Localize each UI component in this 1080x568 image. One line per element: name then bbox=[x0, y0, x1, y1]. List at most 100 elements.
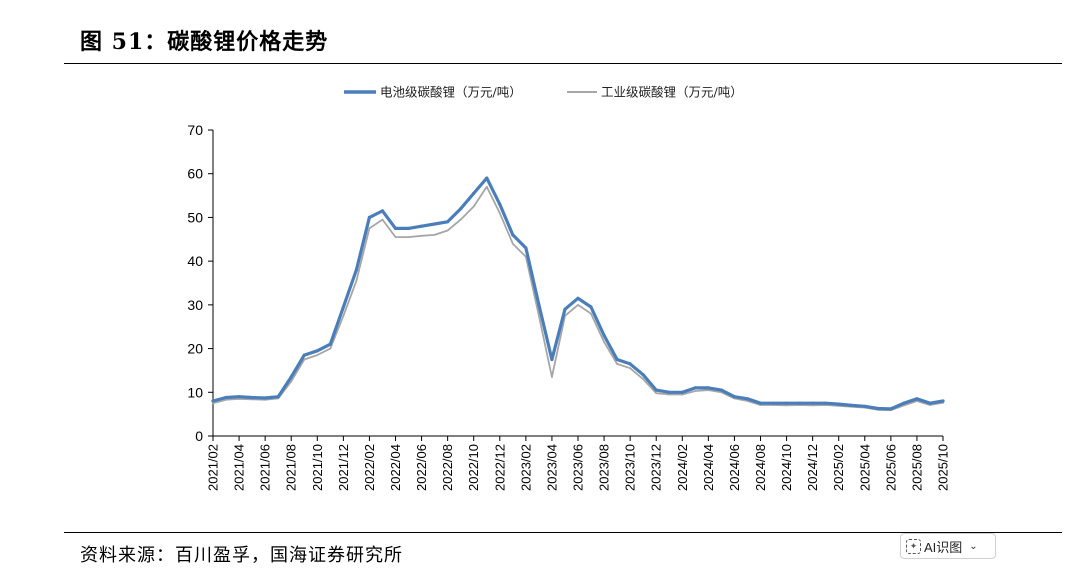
point-industrial-grade bbox=[551, 376, 553, 378]
point-battery-grade bbox=[537, 303, 541, 307]
x-tick-label: 2024/02 bbox=[675, 444, 690, 491]
point-battery-grade bbox=[915, 397, 919, 401]
x-tick-label: 2024/10 bbox=[779, 444, 794, 491]
x-tick-label: 2022/02 bbox=[362, 444, 377, 491]
point-battery-grade bbox=[824, 401, 828, 405]
point-industrial-grade bbox=[485, 185, 488, 188]
x-tick-label: 2022/08 bbox=[440, 444, 455, 491]
point-battery-grade bbox=[615, 357, 619, 362]
line-chart: 电池级碳酸锂（万元/吨） 工业级碳酸锂（万元/吨） 0 10 20 30 40 50 60 7… bbox=[187, 85, 951, 492]
legend-label-industrial: 工业级碳酸锂（万元/吨） bbox=[601, 85, 743, 100]
point-battery-grade bbox=[798, 401, 802, 405]
point-battery-grade bbox=[863, 404, 867, 408]
point-battery-grade bbox=[354, 268, 358, 272]
point-battery-grade bbox=[667, 390, 671, 394]
y-tick-label: 40 bbox=[187, 253, 203, 269]
point-battery-grade bbox=[367, 215, 371, 219]
x-tick-label: 2023/12 bbox=[649, 444, 664, 491]
point-industrial-grade bbox=[642, 378, 645, 381]
x-tick-label: 2023/04 bbox=[544, 444, 559, 491]
point-battery-grade bbox=[224, 395, 228, 400]
point-industrial-grade bbox=[590, 312, 592, 315]
point-industrial-grade bbox=[577, 304, 579, 306]
x-tick-label: 2025/02 bbox=[831, 444, 846, 491]
y-axis: 0 10 20 30 40 50 60 70 bbox=[187, 122, 214, 444]
point-battery-grade bbox=[393, 226, 398, 230]
ai-recognize-button[interactable]: ✦ AI识图 ⌄ bbox=[900, 533, 996, 559]
point-industrial-grade bbox=[668, 393, 671, 396]
point-industrial-grade bbox=[498, 212, 501, 215]
x-tick-label: 2021/04 bbox=[232, 444, 247, 491]
point-battery-grade bbox=[276, 395, 280, 399]
chevron-down-icon: ⌄ bbox=[969, 540, 978, 552]
point-battery-grade bbox=[654, 388, 658, 392]
point-industrial-grade bbox=[238, 397, 241, 400]
point-battery-grade bbox=[902, 401, 906, 405]
point-industrial-grade bbox=[472, 205, 475, 208]
point-battery-grade bbox=[511, 233, 515, 237]
point-battery-grade bbox=[876, 406, 880, 411]
point-battery-grade bbox=[250, 395, 254, 400]
point-battery-grade bbox=[485, 176, 489, 180]
point-battery-grade bbox=[563, 307, 567, 311]
point-industrial-grade bbox=[616, 363, 618, 365]
y-tick-label: 30 bbox=[187, 297, 203, 313]
x-tick-label: 2025/04 bbox=[857, 444, 872, 491]
point-battery-grade bbox=[889, 407, 893, 411]
point-industrial-grade bbox=[511, 242, 514, 245]
x-tick-label: 2024/06 bbox=[727, 444, 742, 491]
point-industrial-grade bbox=[290, 380, 293, 383]
x-tick-label: 2022/12 bbox=[492, 444, 507, 491]
x-tick-label: 2021/08 bbox=[284, 444, 299, 491]
point-battery-grade bbox=[745, 397, 750, 401]
x-tick-label: 2025/08 bbox=[909, 444, 924, 491]
chart-legend: 电池级碳酸锂（万元/吨） 工业级碳酸锂（万元/吨） bbox=[344, 85, 743, 100]
x-tick-label: 2023/02 bbox=[518, 444, 533, 491]
x-tick-label: 2023/08 bbox=[597, 444, 612, 491]
top-rule bbox=[64, 63, 1062, 64]
point-battery-grade bbox=[837, 402, 841, 406]
point-industrial-grade bbox=[538, 314, 540, 317]
ai-recognize-label: AI识图 bbox=[924, 539, 963, 555]
x-axis: 2021/02 2021/04 2021/06 2021/08 2021/10 2021/… bbox=[206, 435, 951, 491]
point-battery-grade bbox=[628, 362, 632, 366]
x-tick-label: 2024/08 bbox=[753, 444, 768, 491]
point-industrial-grade bbox=[420, 234, 423, 237]
point-industrial-grade bbox=[811, 404, 814, 407]
y-tick-label: 20 bbox=[187, 341, 203, 357]
point-battery-grade bbox=[380, 209, 385, 213]
point-industrial-grade bbox=[655, 392, 658, 395]
point-industrial-grade bbox=[394, 236, 397, 239]
x-tick-label: 2021/06 bbox=[258, 444, 273, 491]
x-tick-label: 2024/12 bbox=[805, 444, 820, 491]
x-tick-label: 2023/06 bbox=[571, 444, 586, 491]
point-battery-grade bbox=[211, 399, 215, 403]
x-tick-label: 2022/06 bbox=[414, 444, 429, 491]
point-battery-grade bbox=[732, 395, 737, 399]
x-tick-label: 2023/10 bbox=[623, 444, 638, 491]
point-battery-grade bbox=[719, 388, 724, 392]
point-battery-grade bbox=[420, 224, 424, 228]
x-tick-label: 2021/10 bbox=[310, 444, 325, 491]
bottom-rule bbox=[64, 532, 1062, 533]
point-battery-grade bbox=[928, 401, 932, 405]
point-battery-grade bbox=[524, 246, 528, 250]
point-battery-grade bbox=[811, 401, 815, 405]
y-tick-label: 60 bbox=[187, 166, 203, 182]
point-industrial-grade bbox=[381, 218, 384, 221]
y-tick-label: 50 bbox=[187, 209, 203, 225]
point-battery-grade bbox=[498, 202, 502, 206]
point-industrial-grade bbox=[355, 279, 358, 282]
point-industrial-grade bbox=[368, 227, 371, 230]
point-battery-grade bbox=[941, 399, 945, 403]
series-battery-grade bbox=[211, 176, 945, 411]
line-battery-grade bbox=[211, 176, 945, 411]
x-tick-label: 2022/10 bbox=[466, 444, 481, 491]
x-tick-label: 2025/10 bbox=[936, 444, 951, 491]
point-battery-grade bbox=[341, 305, 345, 309]
point-battery-grade bbox=[433, 222, 437, 226]
point-battery-grade bbox=[680, 390, 684, 394]
point-battery-grade bbox=[758, 401, 763, 405]
point-battery-grade bbox=[850, 403, 854, 407]
x-tick-label: 2024/04 bbox=[701, 444, 716, 491]
